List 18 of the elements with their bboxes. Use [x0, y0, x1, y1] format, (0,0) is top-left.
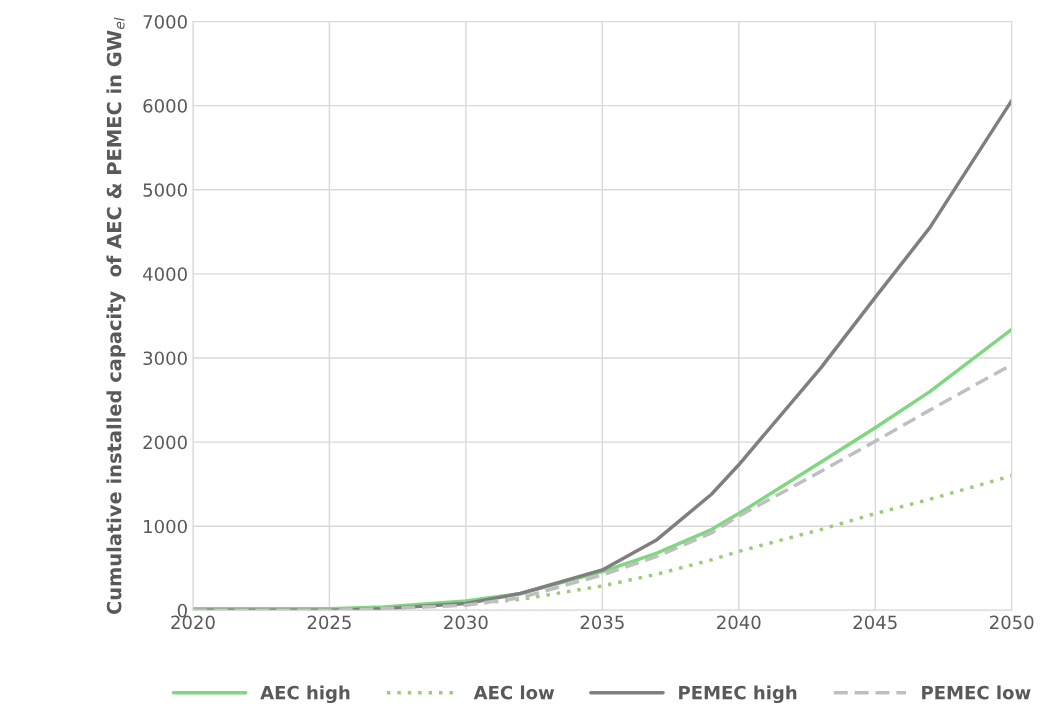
y-tick-label: 1000 [144, 519, 187, 534]
y-tick-label: 5000 [143, 183, 187, 197]
legend-label: AEC low [473, 685, 555, 700]
legend-label: PEMEC low [922, 685, 1031, 700]
x-tick-label: 2035 [580, 615, 624, 630]
x-tick-label: 2025 [307, 615, 351, 630]
y-tick-label: 6000 [143, 99, 187, 113]
legend-label: AEC high [260, 685, 350, 704]
x-tick-label: 2030 [444, 615, 488, 630]
x-tick-label: 2040 [717, 615, 761, 630]
y-tick-label: 7000 [143, 15, 187, 29]
legend-label: PEMEC high [679, 685, 797, 704]
y-tick-label: 3000 [143, 351, 187, 366]
y-tick-label: 4000 [143, 267, 187, 281]
y-axis-title: Cumulative installed capacity of AEC & PEMEC in GW$_{el}$ [106, 17, 126, 615]
x-tick-label: 2045 [853, 615, 897, 630]
x-tick-label: 2050 [990, 615, 1034, 630]
y-tick-label: 2000 [143, 435, 187, 450]
